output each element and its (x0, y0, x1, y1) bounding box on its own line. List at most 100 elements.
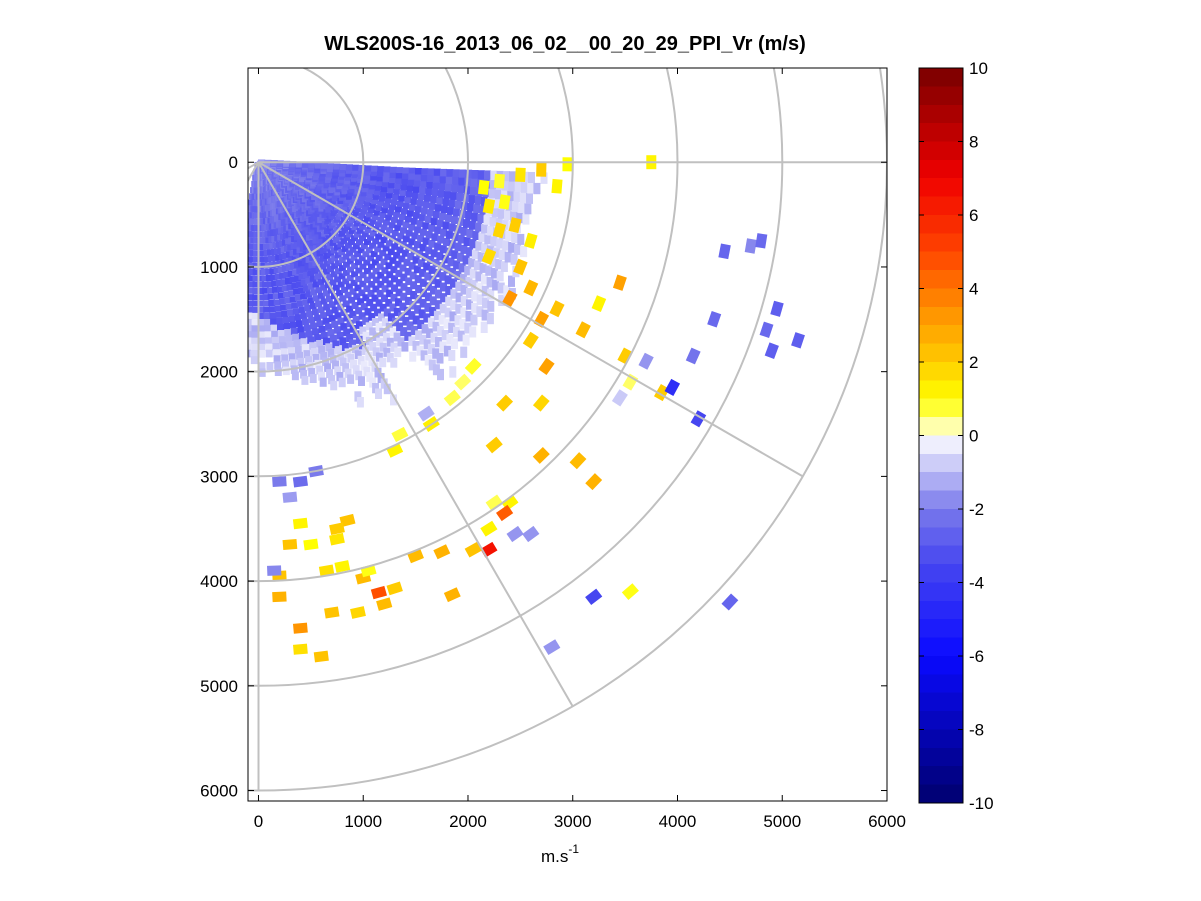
velocity-cell (591, 295, 607, 312)
sector-cell (462, 255, 470, 265)
sector-cell (298, 287, 306, 294)
sector-cell (412, 315, 420, 325)
sector-cell (318, 345, 326, 354)
sector-cell (257, 275, 264, 282)
sector-cell (383, 347, 391, 357)
sector-cell (400, 327, 408, 337)
sector-cell (429, 306, 437, 317)
sector-cell (362, 331, 370, 340)
sector-cell (448, 350, 456, 361)
sector-cell (407, 253, 415, 261)
sector-cell (282, 316, 290, 324)
x-axis-label: m.s-1 (541, 842, 579, 866)
sector-cell (308, 262, 316, 269)
sector-cell (408, 223, 416, 231)
sector-cell (436, 252, 444, 261)
sector-cell (440, 205, 448, 214)
sector-cell (316, 258, 324, 264)
sector-cell (305, 291, 313, 298)
sector-cell (304, 305, 312, 312)
sector-cell (437, 235, 445, 244)
sector-cell (351, 302, 359, 309)
sector-cell (307, 336, 315, 344)
velocity-cell (532, 446, 550, 464)
sector-cell (305, 277, 313, 284)
sector-cell (414, 241, 421, 249)
sector-cell (402, 235, 410, 243)
sector-cell (369, 377, 377, 388)
sector-cell (460, 296, 468, 306)
sector-cell (273, 349, 280, 357)
colorbar-tick-label: 8 (969, 133, 978, 152)
sector-cell (421, 168, 429, 175)
sector-cell (443, 264, 451, 274)
sector-cell (379, 303, 387, 312)
sector-cell (352, 164, 360, 171)
sector-cell (387, 209, 395, 216)
sector-cell (325, 309, 333, 317)
sector-cell (458, 177, 466, 186)
sector-cell (437, 368, 444, 381)
sector-cell (507, 190, 515, 202)
sector-cell (314, 273, 322, 280)
sector-cell (358, 212, 366, 219)
sector-cell (481, 274, 488, 285)
sector-cell (297, 326, 305, 334)
sector-cell (265, 275, 273, 281)
sector-cell (492, 247, 500, 258)
sector-cell (389, 172, 397, 178)
sector-cell (365, 336, 373, 346)
sector-cell (352, 365, 360, 375)
sector-cell (250, 356, 258, 365)
sector-cell (262, 300, 270, 307)
sector-cell (422, 222, 430, 230)
velocity-cell (653, 384, 670, 402)
sector-cell (382, 245, 390, 252)
sector-cell (261, 269, 269, 275)
sector-cell (265, 349, 273, 358)
sector-cell (381, 285, 389, 293)
sector-cell (271, 336, 279, 345)
sector-cell (341, 227, 349, 234)
sector-cell (389, 166, 397, 173)
sector-cell (338, 194, 346, 201)
sector-cell (424, 282, 432, 291)
sector-cell (390, 199, 398, 206)
sector-cell (434, 300, 442, 310)
sector-cell (414, 226, 422, 234)
velocity-cell (755, 233, 768, 249)
sector-cell (445, 247, 453, 257)
sector-cell (328, 375, 336, 385)
sector-cell (462, 193, 470, 203)
sector-cell (466, 228, 474, 238)
sector-cell (248, 306, 254, 313)
sector-cell (416, 250, 424, 258)
sector-cell (434, 226, 442, 235)
sector-cell (360, 190, 368, 197)
sector-cell (310, 289, 318, 296)
sector-cell (339, 167, 347, 174)
sector-cell (491, 207, 499, 218)
sector-cell (378, 313, 385, 322)
sector-cell (358, 376, 365, 386)
sector-cell (471, 170, 479, 179)
sector-cell (464, 322, 472, 334)
sector-cell (361, 186, 369, 193)
sector-cell (251, 319, 259, 326)
sector-cell (435, 289, 442, 299)
sector-cell (325, 295, 333, 302)
sector-cell (362, 251, 370, 258)
sector-cell (407, 179, 415, 186)
sector-cell (274, 273, 282, 280)
sector-cell (480, 321, 488, 333)
sector-cell (393, 211, 401, 218)
sector-cell (428, 240, 436, 248)
sector-cell (359, 194, 367, 201)
sector-cell (391, 275, 398, 283)
sector-cell (315, 287, 323, 294)
sector-cell (329, 354, 337, 364)
sector-cell (367, 187, 375, 194)
sector-cell (487, 300, 495, 312)
sector-cell (373, 189, 381, 196)
sector-cell (376, 175, 384, 182)
